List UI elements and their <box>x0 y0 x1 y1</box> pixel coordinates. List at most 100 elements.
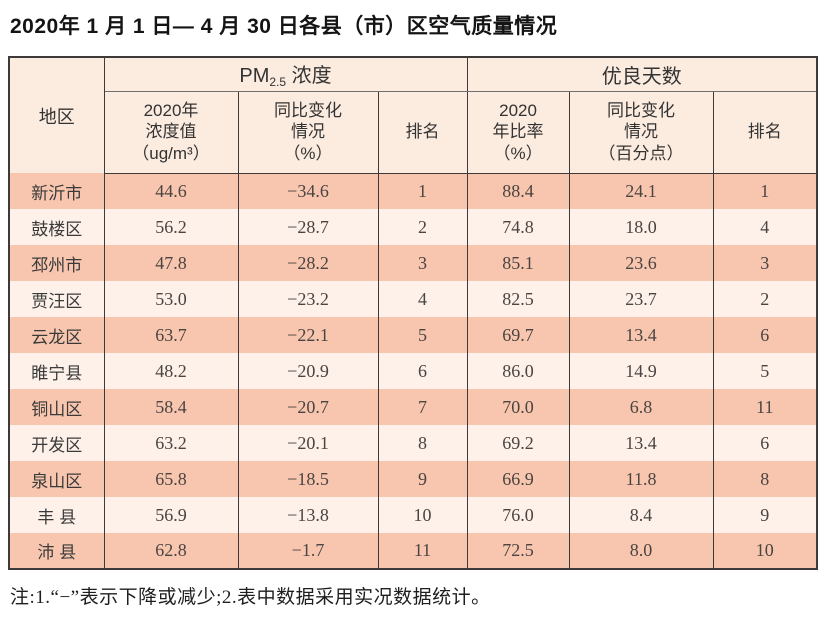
table-row: 睢宁县 48.2 −20.9 6 86.0 14.9 5 <box>8 353 818 389</box>
cell-good_ratio: 76.0 <box>466 497 570 533</box>
cell-pm25: 65.8 <box>103 461 239 497</box>
cell-good_rank: 6 <box>712 425 818 461</box>
cell-good_rank: 10 <box>712 533 818 569</box>
header-pm25-value: 2020年 浓度值 （ug/m³） <box>103 91 239 174</box>
cell-good_rank: 4 <box>712 209 818 245</box>
footnote: 注:1.“−”表示下降或减少;2.表中数据采用实况数据统计。 <box>10 587 491 608</box>
cell-pm25: 53.0 <box>103 281 239 317</box>
cell-region: 贾汪区 <box>8 281 105 317</box>
page-title: 2020年 1 月 1 日— 4 月 30 日各县（市）区空气质量情况 <box>10 15 558 38</box>
pm25-label-prefix: PM <box>239 65 270 88</box>
cell-good_rank: 2 <box>712 281 818 317</box>
cell-pm25_change: −20.7 <box>237 389 379 425</box>
header-good-rank: 排名 <box>712 91 818 174</box>
cell-good_rank: 6 <box>712 317 818 353</box>
header-pm25-change: 同比变化 情况 （%） <box>237 91 379 174</box>
cell-region: 新沂市 <box>8 173 105 209</box>
cell-pm25_rank: 11 <box>377 533 468 569</box>
cell-pm25: 63.7 <box>103 317 239 353</box>
cell-region: 睢宁县 <box>8 353 105 389</box>
table-row: 鼓楼区 56.2 −28.7 2 74.8 18.0 4 <box>8 209 818 245</box>
table-body: 新沂市 44.6 −34.6 1 88.4 24.1 1 鼓楼区 56.2 −28.7 2 74.8 1… <box>8 173 818 569</box>
cell-good_ratio: 69.7 <box>466 317 570 353</box>
table-row: 铜山区 58.4 −20.7 7 70.0 6.8 11 <box>8 389 818 425</box>
pm25-label-suffix: 浓度 <box>286 65 332 88</box>
cell-good_rank: 3 <box>712 245 818 281</box>
cell-pm25_rank: 5 <box>377 317 468 353</box>
cell-good_ratio: 66.9 <box>466 461 570 497</box>
table-header: 地区 PM2.5 浓度 优良天数 2020年 浓度值 （ug/m³） 同比变化 … <box>8 57 818 174</box>
cell-good_change: 18.0 <box>568 209 714 245</box>
cell-region: 泉山区 <box>8 461 105 497</box>
header-region: 地区 <box>8 57 105 173</box>
cell-pm25: 44.6 <box>103 173 239 209</box>
cell-good_rank: 1 <box>712 173 818 209</box>
cell-good_change: 23.7 <box>568 281 714 317</box>
cell-pm25_rank: 2 <box>377 209 468 245</box>
cell-good_change: 6.8 <box>568 389 714 425</box>
table-row: 开发区 63.2 −20.1 8 69.2 13.4 6 <box>8 425 818 461</box>
table-row: 邳州市 47.8 −28.2 3 85.1 23.6 3 <box>8 245 818 281</box>
cell-good_change: 11.8 <box>568 461 714 497</box>
cell-good_ratio: 69.2 <box>466 425 570 461</box>
cell-good_ratio: 72.5 <box>466 533 570 569</box>
cell-pm25_rank: 4 <box>377 281 468 317</box>
cell-pm25_rank: 9 <box>377 461 468 497</box>
air-quality-table: 地区 PM2.5 浓度 优良天数 2020年 浓度值 （ug/m³） 同比变化 … <box>8 56 819 570</box>
cell-good_rank: 9 <box>712 497 818 533</box>
cell-pm25_rank: 10 <box>377 497 468 533</box>
cell-region: 鼓楼区 <box>8 209 105 245</box>
cell-good_ratio: 74.8 <box>466 209 570 245</box>
table-row: 贾汪区 53.0 −23.2 4 82.5 23.7 2 <box>8 281 818 317</box>
header-group-good-days: 优良天数 <box>466 57 818 92</box>
cell-pm25: 63.2 <box>103 425 239 461</box>
cell-pm25_change: −34.6 <box>237 173 379 209</box>
cell-pm25_change: −20.1 <box>237 425 379 461</box>
cell-good_ratio: 86.0 <box>466 353 570 389</box>
cell-region: 丰 县 <box>8 497 105 533</box>
cell-pm25: 58.4 <box>103 389 239 425</box>
header-good-change: 同比变化 情况 （百分点） <box>568 91 714 174</box>
cell-region: 开发区 <box>8 425 105 461</box>
cell-good_ratio: 82.5 <box>466 281 570 317</box>
cell-pm25_change: −1.7 <box>237 533 379 569</box>
cell-pm25: 47.8 <box>103 245 239 281</box>
cell-good_change: 13.4 <box>568 425 714 461</box>
cell-pm25_rank: 8 <box>377 425 468 461</box>
cell-good_rank: 5 <box>712 353 818 389</box>
cell-pm25_change: −22.1 <box>237 317 379 353</box>
table-row: 沛 县 62.8 −1.7 11 72.5 8.0 10 <box>8 533 818 569</box>
cell-pm25_change: −23.2 <box>237 281 379 317</box>
cell-region: 铜山区 <box>8 389 105 425</box>
table-row: 新沂市 44.6 −34.6 1 88.4 24.1 1 <box>8 173 818 209</box>
header-group-pm25: PM2.5 浓度 <box>103 57 468 92</box>
pm25-label-subscript: 2.5 <box>269 75 287 90</box>
cell-good_change: 13.4 <box>568 317 714 353</box>
cell-good_change: 14.9 <box>568 353 714 389</box>
cell-pm25_change: −13.8 <box>237 497 379 533</box>
cell-pm25: 56.2 <box>103 209 239 245</box>
cell-pm25_change: −28.2 <box>237 245 379 281</box>
cell-pm25: 48.2 <box>103 353 239 389</box>
cell-pm25: 56.9 <box>103 497 239 533</box>
cell-good_change: 8.4 <box>568 497 714 533</box>
table-row: 泉山区 65.8 −18.5 9 66.9 11.8 8 <box>8 461 818 497</box>
cell-pm25_change: −28.7 <box>237 209 379 245</box>
cell-good_ratio: 88.4 <box>466 173 570 209</box>
cell-pm25_rank: 6 <box>377 353 468 389</box>
cell-good_change: 8.0 <box>568 533 714 569</box>
cell-pm25_rank: 1 <box>377 173 468 209</box>
cell-region: 邳州市 <box>8 245 105 281</box>
cell-good_change: 23.6 <box>568 245 714 281</box>
cell-good_ratio: 70.0 <box>466 389 570 425</box>
cell-pm25: 62.8 <box>103 533 239 569</box>
cell-good_ratio: 85.1 <box>466 245 570 281</box>
cell-pm25_change: −18.5 <box>237 461 379 497</box>
table-row: 云龙区 63.7 −22.1 5 69.7 13.4 6 <box>8 317 818 353</box>
cell-region: 云龙区 <box>8 317 105 353</box>
header-sub-row: 2020年 浓度值 （ug/m³） 同比变化 情况 （%） 排名 2020 年比… <box>9 91 818 174</box>
table-row: 丰 县 56.9 −13.8 10 76.0 8.4 9 <box>8 497 818 533</box>
header-good-ratio: 2020 年比率 （%） <box>466 91 570 174</box>
cell-pm25_rank: 3 <box>377 245 468 281</box>
